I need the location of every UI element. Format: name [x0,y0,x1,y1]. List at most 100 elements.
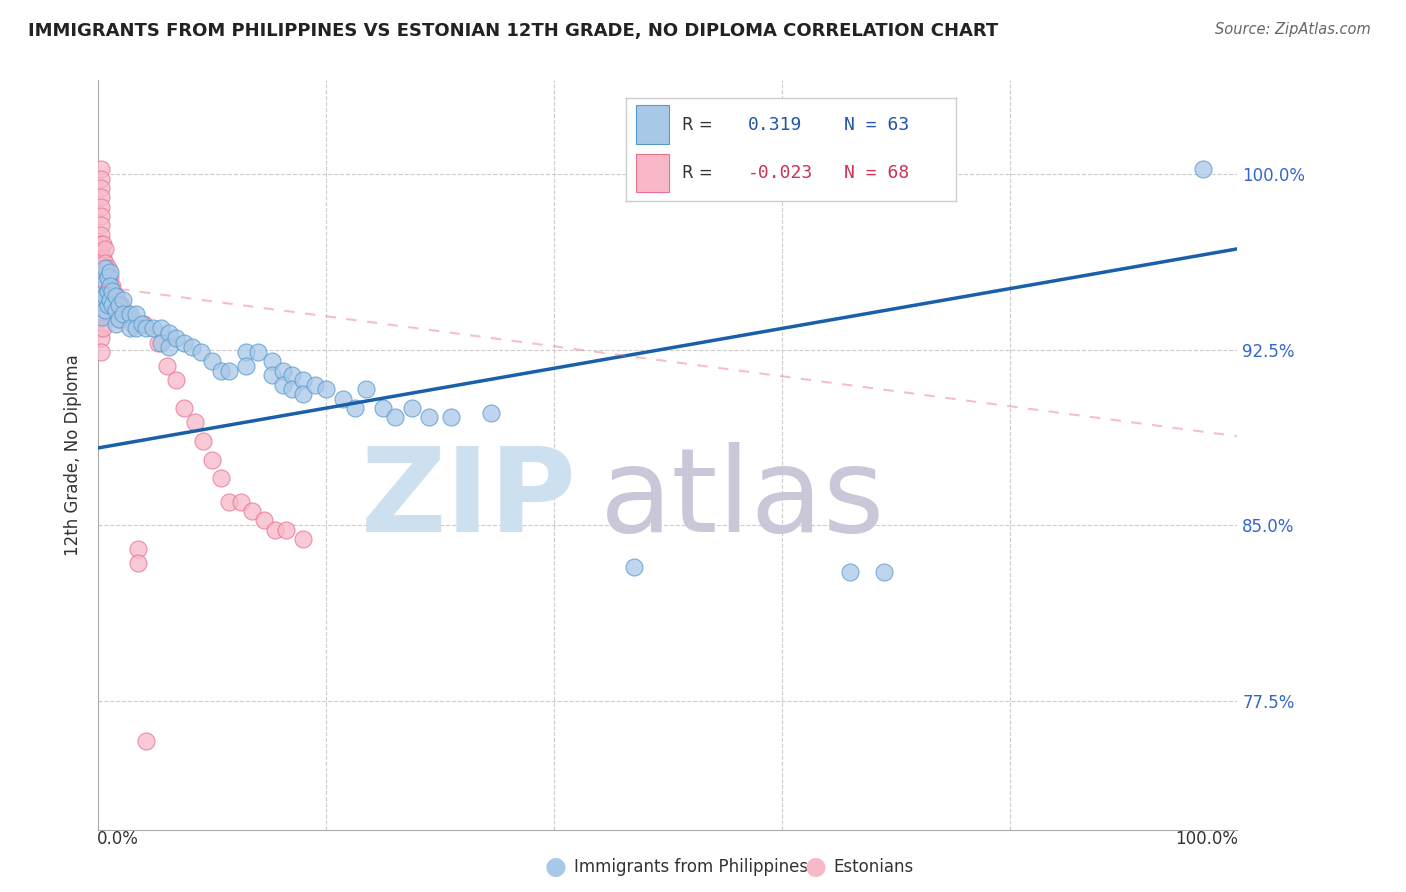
Point [98,265,121,279]
Point [94,242,117,256]
Point [90,312,112,326]
Text: Estonians: Estonians [834,858,914,876]
Point [94,270,117,285]
Point [271,377,294,392]
Point [292,373,315,387]
Text: Immigrants from Philippines: Immigrants from Philippines [574,858,808,876]
Point [132,317,155,331]
Point [112,293,135,308]
Point [157,326,180,340]
Point [94,256,117,270]
Point [104,302,127,317]
Point [252,513,274,527]
Point [150,335,173,350]
Point [90,321,112,335]
Point [127,556,149,570]
Point [90,344,112,359]
Point [90,219,112,233]
Point [839,565,862,579]
Point [98,293,121,308]
Point [440,410,463,425]
Text: R =: R = [682,164,713,182]
Point [90,302,112,317]
Point [94,260,117,275]
Point [271,363,294,377]
Point [94,289,117,303]
Point [156,359,179,373]
Text: ZIP: ZIP [361,442,576,558]
Point [142,321,165,335]
Text: 0.319: 0.319 [748,116,803,134]
Point [110,298,132,312]
Text: IMMIGRANTS FROM PHILIPPINES VS ESTONIAN 12TH GRADE, NO DIPLOMA CORRELATION CHART: IMMIGRANTS FROM PHILIPPINES VS ESTONIAN … [28,22,998,40]
Point [235,344,257,359]
Point [96,298,118,312]
Point [332,392,354,406]
Point [98,270,121,285]
Point [115,307,138,322]
Point [91,307,114,322]
Point [354,382,377,396]
Point [135,321,157,335]
Point [90,268,112,282]
Bar [636,105,669,145]
Point [94,275,117,289]
Point [90,282,112,296]
Point [276,523,298,537]
Point [90,162,112,177]
Point [165,373,187,387]
Point [104,289,127,303]
Point [209,363,232,377]
Point [120,307,142,322]
Point [150,321,173,335]
Point [101,279,124,293]
Point [371,401,394,415]
Point [281,382,304,396]
Point [90,246,112,260]
Point [90,293,112,308]
Text: ●: ● [544,855,567,879]
Point [90,295,112,310]
Point [125,307,148,322]
Point [104,289,127,303]
Bar [636,153,669,193]
Point [623,560,645,574]
Point [401,401,423,415]
Point [101,293,124,308]
Point [98,279,121,293]
Point [218,363,240,377]
Point [91,265,114,279]
Point [121,317,143,331]
Point [184,415,207,429]
Point [90,200,112,214]
Point [90,275,112,289]
Point [96,260,118,275]
Point [104,317,127,331]
Y-axis label: 12th Grade, No Diploma: 12th Grade, No Diploma [65,354,83,556]
Point [91,251,114,265]
Point [108,312,131,326]
Point [246,344,269,359]
Text: 100.0%: 100.0% [1175,830,1239,847]
Text: N = 63: N = 63 [844,116,910,134]
Point [96,284,118,298]
Point [264,523,287,537]
Point [260,368,283,383]
Point [281,368,304,383]
Point [315,382,337,396]
Point [135,733,157,747]
Point [90,209,112,223]
Point [91,237,114,252]
Point [157,340,180,354]
Point [343,401,366,415]
Point [90,256,112,270]
Point [201,354,224,368]
Point [131,317,153,331]
Point [260,354,283,368]
Point [90,310,112,324]
Point [1192,162,1215,177]
Point [180,340,202,354]
Point [240,504,263,518]
Point [193,434,215,448]
Point [304,377,326,392]
